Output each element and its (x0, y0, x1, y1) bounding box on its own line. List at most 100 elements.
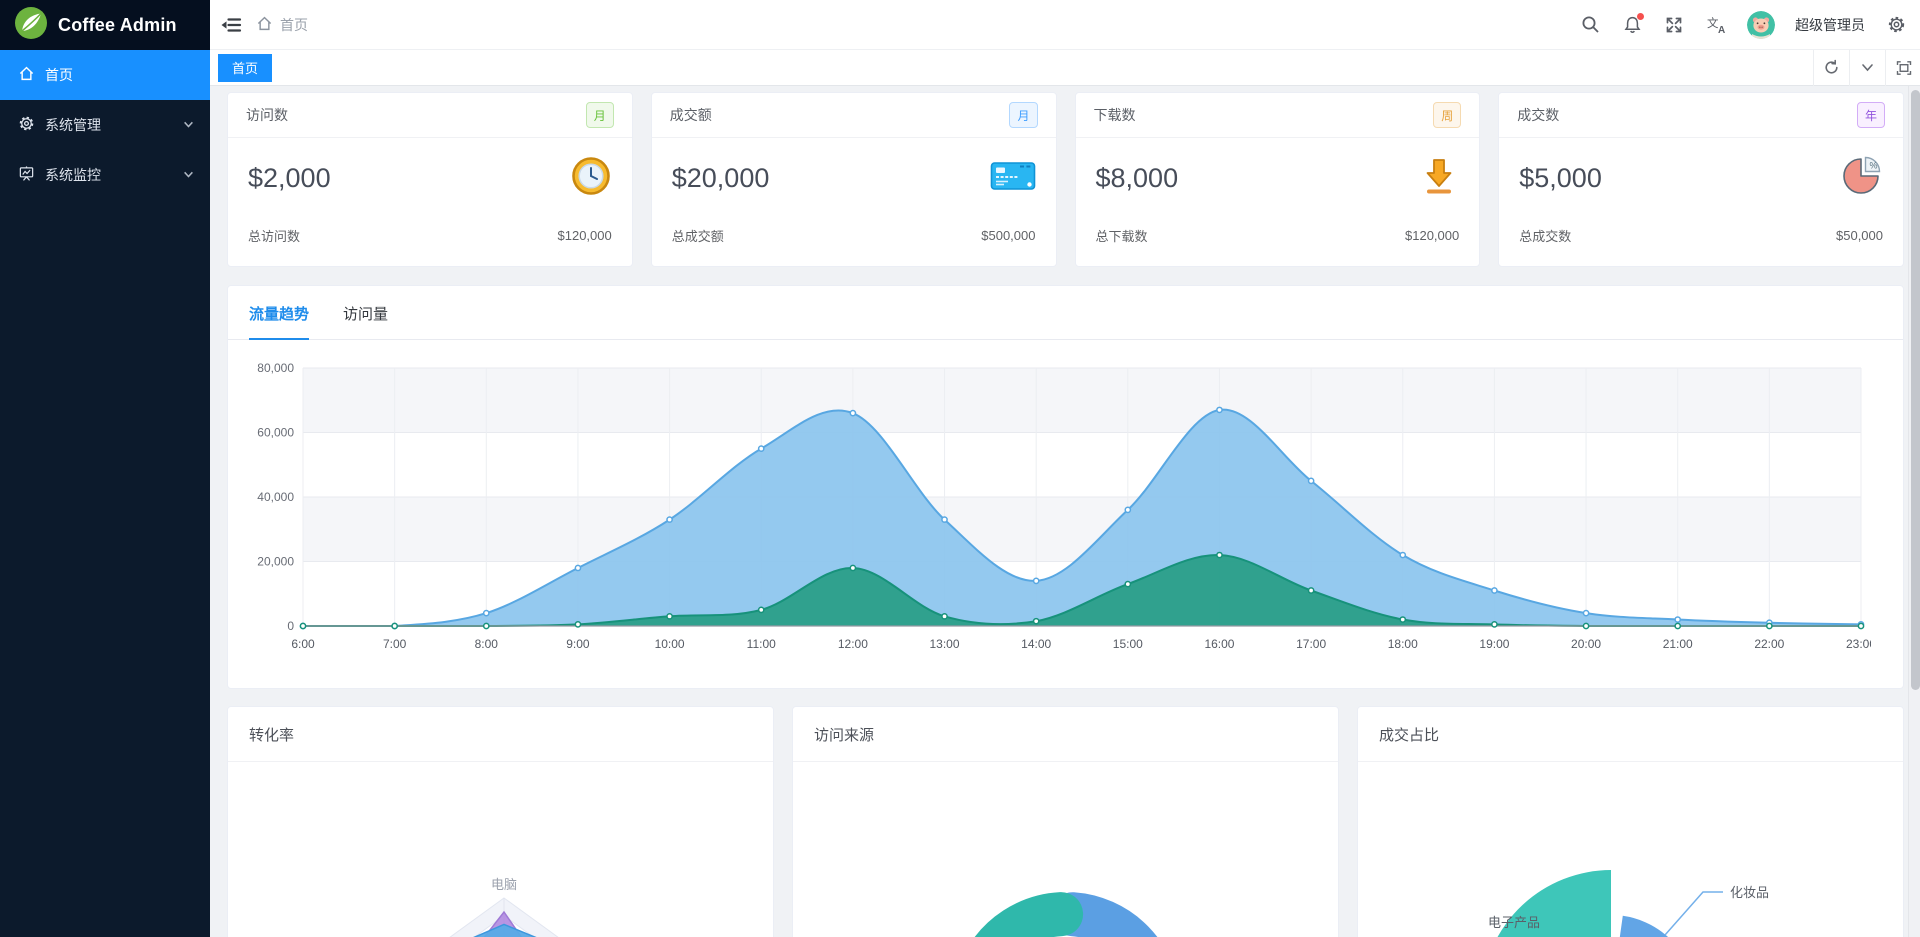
svg-text:13:00: 13:00 (930, 637, 960, 651)
vertical-scrollbar[interactable] (1908, 86, 1920, 937)
sidebar-item-home[interactable]: 首页 (0, 50, 210, 100)
deal-share-card: 成交占比 化妆品 电子产品 (1357, 706, 1904, 937)
pie-chart: 化妆品 电子产品 (1358, 762, 1903, 937)
sidebar-item-system-monitor[interactable]: 系统监控 (0, 150, 210, 200)
sidebar-item-label: 系统监控 (45, 167, 101, 183)
stat-cards-row: 访问数 月 $2,000 (227, 92, 1904, 267)
period-badge: 月 (1009, 102, 1038, 128)
traffic-trend-card: 流量趋势 访问量 0 20,000 40,000 60,000 80,000 6:00 7:… (227, 285, 1904, 689)
stat-footer-label: 总下载数 (1095, 229, 1148, 244)
svg-text:12:00: 12:00 (838, 637, 868, 651)
chevron-down-icon[interactable] (1849, 49, 1885, 86)
bell-icon[interactable] (1621, 12, 1644, 36)
breadcrumb: 首页 (256, 15, 308, 35)
stat-title: 下载数 (1093, 107, 1136, 123)
notification-dot (1637, 12, 1644, 20)
stat-card-turnover: 成交额 月 $20,000 (650, 92, 1057, 267)
scrollbar-thumb[interactable] (1911, 90, 1920, 690)
app-title: Coffee Admin (58, 14, 177, 35)
svg-text:16:00: 16:00 (1204, 637, 1234, 651)
download-icon (1419, 156, 1459, 201)
home-icon[interactable] (256, 15, 273, 35)
stat-value: $8,000 (1095, 162, 1179, 193)
gear-icon[interactable] (1885, 14, 1907, 36)
stat-footer-label: 总成交数 (1519, 229, 1572, 244)
search-icon[interactable] (1579, 14, 1601, 36)
leaf-logo-icon (14, 6, 48, 45)
svg-text:22:00: 22:00 (1754, 637, 1784, 651)
tab-visit-volume[interactable]: 访问量 (343, 306, 389, 323)
stat-card-downloads: 下载数 周 $8,000 总下载数 (1074, 92, 1481, 267)
stat-value: $20,000 (671, 162, 770, 193)
svg-text:10:00: 10:00 (655, 637, 685, 651)
stat-footer-label: 总成交额 (671, 229, 724, 244)
sidebar: Coffee Admin 首页 系统管理 (0, 0, 210, 937)
period-badge: 年 (1856, 102, 1885, 128)
conversion-rate-card: 转化率 (227, 706, 774, 937)
bottom-cards-row: 转化率 (227, 706, 1904, 937)
svg-text:23:00: 23:00 (1846, 637, 1871, 651)
svg-text:20,000: 20,000 (257, 555, 294, 569)
svg-text:11:00: 11:00 (747, 637, 776, 651)
pie-label: 化妆品 (1730, 885, 1769, 900)
stat-value: $2,000 (248, 162, 331, 193)
svg-text:文: 文 (1707, 16, 1719, 30)
stat-title: 成交数 (1517, 107, 1560, 123)
svg-text:%: % (1870, 160, 1878, 170)
clock-icon (570, 155, 612, 202)
home-icon (18, 65, 35, 85)
tags-bar: 首页 (210, 49, 1920, 86)
stat-footer-label: 总访问数 (248, 229, 301, 244)
svg-text:15:00: 15:00 (1113, 637, 1143, 651)
breadcrumb-current: 首页 (280, 16, 308, 33)
stat-footer-value: $500,000 (981, 228, 1036, 243)
fullscreen-icon[interactable] (1663, 14, 1685, 36)
pie-percent-icon: % (1841, 155, 1883, 202)
radar-axis-label: 电脑 (491, 877, 517, 892)
monitor-icon (18, 165, 35, 185)
avatar[interactable] (1747, 10, 1775, 39)
stat-value: $5,000 (1519, 162, 1602, 193)
top-header: 首页 (210, 0, 1920, 50)
stat-title: 成交额 (669, 107, 712, 123)
donut-chart (793, 762, 1338, 937)
svg-text:20:00: 20:00 (1571, 637, 1601, 651)
main-column: 首页 (210, 0, 1920, 937)
svg-text:18:00: 18:00 (1388, 637, 1418, 651)
bank-card-icon (990, 158, 1036, 199)
refresh-icon[interactable] (1813, 49, 1849, 86)
stat-title: 访问数 (246, 107, 288, 123)
card-title: 访问来源 (814, 726, 875, 744)
stat-card-deals: 成交数 年 $5,000 % (1498, 92, 1904, 267)
sidebar-item-system-admin[interactable]: 系统管理 (0, 100, 210, 150)
sidebar-menu: 首页 系统管理 (0, 50, 210, 200)
chevron-down-icon (183, 117, 194, 133)
radar-chart: 电脑 充电器 耳机 (228, 762, 773, 937)
svg-text:14:00: 14:00 (1021, 637, 1051, 651)
tab-home[interactable]: 首页 (218, 53, 273, 82)
sidebar-item-label: 首页 (45, 67, 73, 83)
visit-source-card: 访问来源 (792, 706, 1339, 937)
svg-text:6:00: 6:00 (291, 637, 315, 651)
tab-traffic-trend[interactable]: 流量趋势 (249, 303, 310, 340)
collapse-sidebar-icon[interactable] (220, 14, 242, 36)
translate-icon[interactable]: 文 A (1705, 14, 1727, 36)
content: 访问数 月 $2,000 (210, 86, 1920, 937)
svg-text:21:00: 21:00 (1663, 637, 1693, 651)
pie-label: 电子产品 (1488, 915, 1540, 930)
logo[interactable]: Coffee Admin (0, 0, 210, 50)
svg-text:40,000: 40,000 (257, 490, 294, 504)
maximize-icon[interactable] (1885, 49, 1920, 86)
period-badge: 周 (1433, 102, 1462, 128)
card-title: 成交占比 (1379, 726, 1440, 744)
traffic-trend-chart: 0 20,000 40,000 60,000 80,000 6:00 7:00 8:00 9:0… (228, 340, 1903, 669)
svg-text:0: 0 (287, 619, 294, 633)
svg-text:9:00: 9:00 (566, 637, 590, 651)
user-name[interactable]: 超级管理员 (1795, 16, 1865, 33)
svg-text:19:00: 19:00 (1479, 637, 1509, 651)
chevron-down-icon (183, 167, 194, 183)
svg-text:A: A (1718, 25, 1725, 35)
svg-text:60,000: 60,000 (257, 426, 294, 440)
stat-footer-value: $120,000 (557, 228, 612, 243)
